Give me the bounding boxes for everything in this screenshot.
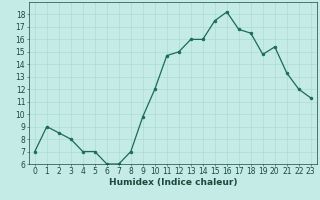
- X-axis label: Humidex (Indice chaleur): Humidex (Indice chaleur): [108, 178, 237, 187]
